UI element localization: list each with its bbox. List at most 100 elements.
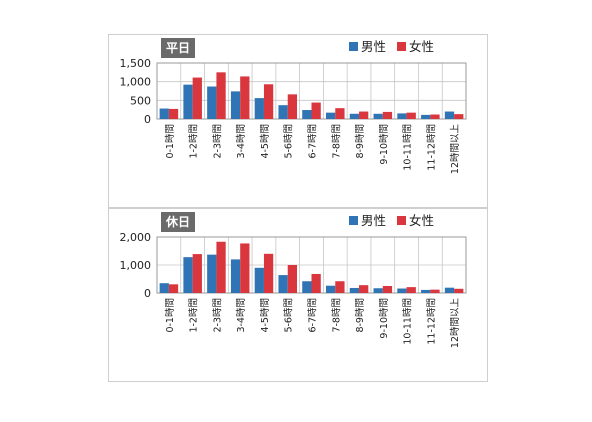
x-tick-label: 6-7時間 — [308, 124, 319, 159]
x-tick-label: 0-1時間 — [165, 124, 176, 159]
bar-male-1 — [183, 84, 193, 119]
bar-female-5 — [287, 94, 298, 119]
bar-male-10 — [397, 288, 407, 293]
x-tick-label: 11-12時間 — [426, 298, 437, 345]
y-tick-label: 0 — [144, 287, 151, 300]
x-tick-label: 12時間以上 — [450, 298, 461, 349]
legend-swatch-0 — [349, 42, 358, 51]
x-tick-label: 1-2時間 — [189, 124, 200, 159]
bar-female-9 — [382, 111, 393, 119]
bar-male-9 — [373, 288, 383, 293]
bar-female-4 — [263, 253, 274, 293]
x-tick-label: 4-5時間 — [260, 298, 271, 333]
x-tick-label: 5-6時間 — [284, 124, 295, 159]
y-tick-label: 1,500 — [120, 57, 152, 70]
bar-male-11 — [421, 289, 431, 293]
bar-male-0 — [159, 108, 169, 119]
bar-male-6 — [302, 110, 312, 119]
x-tick-label: 5-6時間 — [284, 298, 295, 333]
weekday-chart-panel: 平日 男性 女性 0 500 1,000 1,500 0-1時間 1-2時間 2-3時間 3-4時間… — [108, 34, 488, 208]
bar-male-9 — [373, 113, 383, 119]
weekday-chart: 平日 男性 女性 0 500 1,000 1,500 0-1時間 1-2時間 2-3時間 3-4時間… — [120, 38, 467, 175]
bar-female-1 — [192, 254, 202, 293]
bar-male-3 — [230, 91, 241, 119]
bar-female-1 — [192, 77, 202, 119]
legend-label-1: 女性 — [409, 39, 434, 54]
y-tick-label: 2,000 — [120, 231, 152, 244]
bar-male-2 — [207, 254, 217, 293]
x-tick-label: 10-11時間 — [403, 124, 414, 171]
legend-swatch-1 — [397, 42, 406, 51]
bar-male-5 — [278, 105, 288, 119]
x-tick-label: 2-3時間 — [212, 298, 223, 333]
legend-swatch-0 — [349, 216, 358, 225]
bar-male-12 — [444, 111, 455, 119]
x-tick-label: 7-8時間 — [331, 298, 342, 333]
bar-male-3 — [230, 259, 241, 293]
x-tick-label: 6-7時間 — [308, 298, 319, 333]
bar-female-12 — [454, 114, 464, 119]
bar-female-4 — [263, 84, 274, 119]
x-tick-label: 4-5時間 — [260, 124, 271, 159]
x-tick-label: 1-2時間 — [189, 298, 200, 333]
bar-female-3 — [240, 243, 250, 293]
bar-male-1 — [183, 257, 193, 293]
x-tick-label: 8-9時間 — [355, 124, 366, 159]
x-tick-label: 8-9時間 — [355, 298, 366, 333]
x-tick-label: 2-3時間 — [212, 124, 223, 159]
legend-swatch-1 — [397, 216, 406, 225]
bar-male-2 — [207, 86, 217, 119]
x-tick-label: 11-12時間 — [426, 124, 437, 171]
holiday-chart: 休日 男性 女性 0 1,000 2,000 0-1時間 1-2時間 2-3時間 3-4時間 4-5… — [120, 212, 467, 349]
bar-female-10 — [406, 112, 416, 119]
bar-female-10 — [406, 287, 416, 293]
bar-male-8 — [349, 113, 360, 119]
y-tick-label: 1,000 — [120, 259, 152, 272]
x-tick-label: 9-10時間 — [379, 298, 390, 339]
y-tick-label: 0 — [144, 113, 151, 126]
legend-label-1: 女性 — [409, 213, 434, 228]
bar-female-2 — [216, 241, 226, 293]
bar-female-6 — [311, 102, 321, 119]
x-tick-label: 9-10時間 — [379, 124, 390, 165]
bar-female-0 — [168, 108, 179, 119]
bar-male-7 — [325, 112, 336, 119]
x-tick-label: 0-1時間 — [165, 298, 176, 333]
bar-female-12 — [454, 288, 464, 293]
bar-female-8 — [359, 111, 369, 119]
bar-female-2 — [216, 72, 226, 119]
bar-male-7 — [325, 285, 336, 293]
bar-female-6 — [311, 273, 321, 293]
bar-male-11 — [421, 114, 431, 119]
x-tick-label: 3-4時間 — [236, 298, 247, 333]
bar-female-7 — [335, 108, 345, 119]
bar-female-11 — [430, 114, 440, 119]
chart-title: 休日 — [165, 214, 190, 229]
chart-title-box — [161, 38, 195, 58]
x-tick-label: 10-11時間 — [403, 298, 414, 345]
chart-title: 平日 — [166, 41, 190, 55]
bar-female-5 — [287, 265, 298, 293]
bar-male-5 — [278, 275, 288, 293]
y-tick-label: 500 — [130, 94, 151, 107]
bar-male-0 — [159, 283, 169, 293]
bar-female-0 — [168, 284, 179, 293]
bar-male-4 — [254, 267, 264, 293]
bar-female-7 — [335, 281, 345, 293]
bar-female-3 — [240, 76, 250, 119]
y-tick-label: 1,000 — [120, 76, 152, 89]
x-tick-label: 7-8時間 — [331, 124, 342, 159]
bar-male-10 — [397, 113, 407, 119]
bar-male-12 — [444, 287, 455, 293]
x-tick-label: 3-4時間 — [236, 124, 247, 159]
bar-female-8 — [359, 285, 369, 293]
x-tick-label: 12時間以上 — [450, 124, 461, 175]
bar-male-4 — [254, 98, 264, 119]
legend-label-0: 男性 — [361, 213, 386, 228]
legend-label-0: 男性 — [361, 39, 386, 54]
bar-male-8 — [349, 287, 360, 293]
chart-title-box — [161, 212, 195, 232]
bar-female-9 — [382, 286, 393, 293]
holiday-chart-panel: 休日 男性 女性 0 1,000 2,000 0-1時間 1-2時間 2-3時間 3-4時間 4-5… — [108, 208, 488, 382]
bar-female-11 — [430, 289, 440, 293]
